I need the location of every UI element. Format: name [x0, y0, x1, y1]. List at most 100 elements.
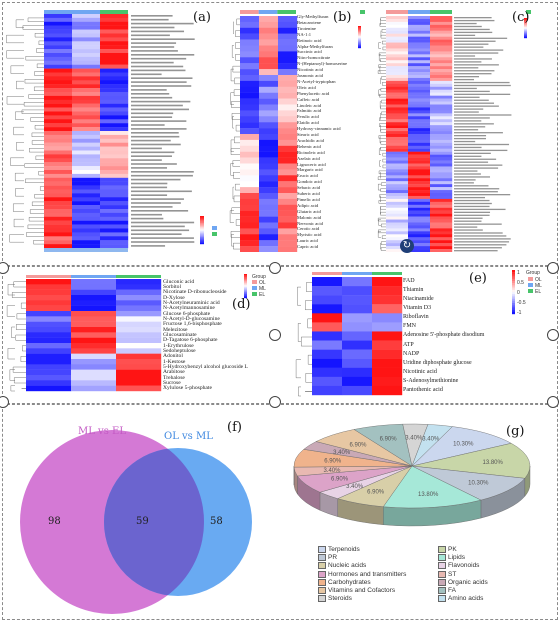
dendrogram-branch [233, 89, 240, 96]
color-scale-step [358, 42, 361, 44]
heatmap-cell [240, 228, 260, 235]
heatmap-cell [72, 170, 101, 175]
heatmap-cell [386, 163, 409, 167]
heatmap-cell [312, 322, 343, 332]
selection-handle[interactable] [269, 329, 281, 341]
heatmap-cell [100, 197, 129, 202]
selection-handle[interactable] [269, 262, 281, 274]
dendrogram-branch [15, 334, 26, 341]
heatmap-cell [430, 249, 453, 252]
color-scale-step [524, 35, 527, 37]
heatmap-cell [430, 136, 453, 141]
color-scale-step [512, 296, 515, 299]
color-scale-step [512, 294, 515, 297]
dendrogram-branch [230, 163, 234, 176]
color-scale-step [512, 305, 515, 308]
selection-handle[interactable] [547, 396, 559, 408]
heatmap-cell [71, 364, 117, 370]
heatmap-cell [386, 213, 409, 217]
row-label-glyph [454, 202, 492, 205]
heatmap-cell [100, 103, 129, 108]
heatmap-cell [408, 27, 431, 31]
dendrogram-branch [233, 242, 240, 250]
dendrogram-branch [381, 223, 386, 228]
selection-handle[interactable] [0, 396, 9, 408]
heatmap-cell [430, 210, 453, 214]
heatmap-cell [386, 113, 409, 117]
selection-handle[interactable] [547, 329, 559, 341]
heatmap-cell [408, 169, 431, 173]
heatmap-cell [259, 181, 279, 188]
heatmap-cell [259, 187, 279, 194]
selection-handle[interactable] [0, 262, 9, 274]
heatmap-cell [430, 27, 453, 31]
dendrogram-branch [36, 63, 44, 68]
rotate-handle-icon[interactable]: ↻ [400, 239, 414, 253]
heatmap-cell [408, 83, 431, 87]
heatmap-cell [408, 45, 431, 49]
row-label-glyph [131, 54, 195, 56]
heatmap-cell [100, 228, 129, 233]
heatmap-cell [372, 313, 403, 323]
heatmap-cell [386, 107, 409, 111]
selection-handle[interactable] [547, 262, 559, 274]
row-label-glyph [131, 128, 187, 130]
legend-swatch [438, 554, 446, 562]
heatmap-cell [44, 119, 73, 124]
dendrogram-branch [380, 147, 386, 151]
row-label-glyph [131, 217, 164, 220]
heatmap-cell [100, 88, 129, 93]
heatmap-cell [408, 80, 431, 85]
heatmap-cell [430, 75, 453, 79]
row-label-glyph [454, 58, 492, 60]
heatmap-cell [72, 123, 101, 128]
heatmap-cell [44, 84, 73, 89]
heatmap-cell [100, 224, 129, 229]
row-label-glyph [454, 34, 476, 36]
color-scale-step [524, 33, 527, 35]
heatmap-cell [386, 75, 409, 79]
heatmap-cell [240, 163, 260, 170]
heatmap-cell [408, 24, 431, 28]
heatmap-cell [100, 142, 129, 147]
legend-swatch [438, 570, 446, 578]
heatmap-cell [430, 30, 453, 34]
heatmap-cell [71, 279, 117, 285]
heatmap-cell [71, 300, 117, 306]
heatmap-cell [72, 92, 101, 97]
heatmap-cell [72, 56, 101, 61]
color-scale-step [244, 288, 247, 290]
heatmap-cell [100, 25, 129, 30]
panel-label-f: (f) [227, 420, 242, 435]
heatmap-cell [408, 207, 431, 211]
dendrogram-branch [378, 54, 381, 61]
heatmap-cell [278, 145, 298, 152]
heatmap-cell [408, 98, 431, 102]
row-label-glyph [131, 124, 165, 126]
heatmap-cell [342, 385, 373, 396]
scale-tick-label: 1 [517, 270, 520, 276]
heatmap-cell [71, 284, 117, 290]
heatmap-cell [430, 134, 453, 138]
heatmap-b-row-label: Adipic acid [297, 202, 319, 208]
heatmap-cell [408, 39, 431, 43]
heatmap-cell [72, 146, 101, 151]
selection-handle[interactable] [269, 396, 281, 408]
heatmap-cell [278, 39, 298, 46]
color-scale-step [244, 284, 247, 287]
heatmap-cell [259, 33, 279, 40]
heatmap-b-row-label: Erucic acid [297, 173, 318, 179]
dendrogram-branch [381, 241, 386, 245]
heatmap-cell [72, 64, 101, 69]
heatmap-cell [44, 170, 73, 175]
dendrogram-branch [380, 113, 381, 120]
heatmap-cell [100, 72, 129, 77]
heatmap-cell [240, 198, 260, 205]
heatmap-cell [278, 57, 298, 64]
heatmap-cell [259, 69, 279, 76]
heatmap-cell [408, 75, 431, 79]
dendrogram-branch [379, 58, 386, 62]
heatmap-cell [430, 80, 453, 85]
heatmap-cell [408, 178, 431, 182]
